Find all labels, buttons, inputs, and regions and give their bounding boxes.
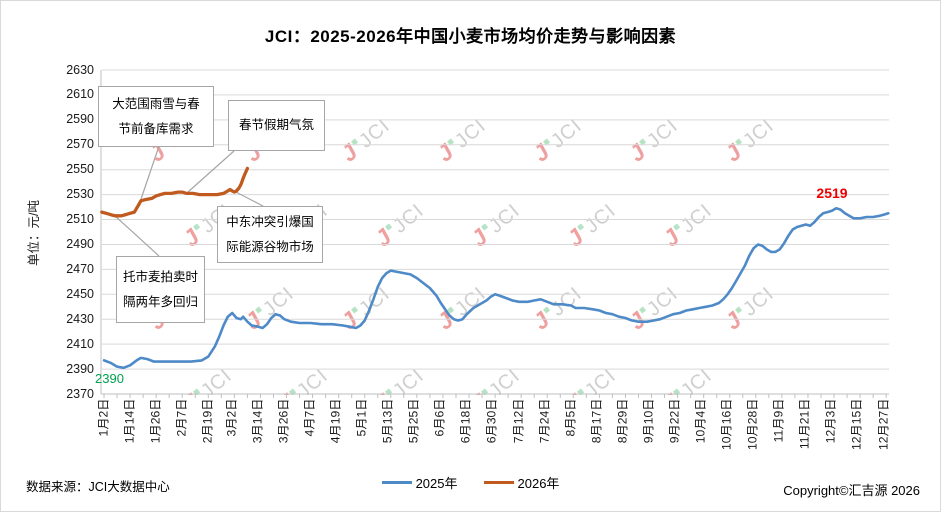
x-axis-label: 7月12日 xyxy=(511,398,525,443)
y-axis-label: 2510 xyxy=(66,212,94,226)
x-axis-label: 6月30日 xyxy=(484,398,499,443)
x-axis-label: 9月22日 xyxy=(667,398,682,443)
x-axis-label: 12月27日 xyxy=(876,398,890,450)
y-axis-label: 2430 xyxy=(66,311,94,326)
annotation-mideast-conflict: 中东冲突引爆国 际能源谷物市场 xyxy=(217,206,323,263)
x-axis-label: 6月6日 xyxy=(432,398,447,436)
x-axis-label: 3月14日 xyxy=(250,398,265,443)
x-axis-label: 3月2日 xyxy=(224,398,239,436)
annotation-leader-line xyxy=(187,150,235,193)
chart-title: JCI：2025-2026年中国小麦市场均价走势与影响因素 xyxy=(264,27,677,46)
x-axis-label: 2月7日 xyxy=(174,398,189,436)
y-axis-label: 2630 xyxy=(66,62,94,77)
x-axis-label: 5月1日 xyxy=(354,398,369,436)
x-axis-label: 8月17日 xyxy=(589,398,604,443)
annotation-auction-return: 托市麦拍卖时 隔两年多回归 xyxy=(116,256,205,323)
legend-label-2025: 2025年 xyxy=(415,476,458,491)
annotation-leader-line xyxy=(231,189,264,207)
series-line-2026年 xyxy=(100,166,250,218)
annotation-spring-festival: 春节假期气氛 xyxy=(228,100,325,151)
y-axis-label: 2450 xyxy=(66,286,94,301)
x-axis-label: 8月29日 xyxy=(615,398,630,443)
annotation-snow-stocking: 大范围雨雪与春 节前备库需求 xyxy=(98,86,214,147)
annotation-leader-line xyxy=(113,214,160,257)
x-axis-label: 2月19日 xyxy=(200,398,215,443)
x-axis-label: 11月21日 xyxy=(797,398,812,449)
copyright-text: Copyright©汇吉源 2026 xyxy=(783,483,920,498)
x-axis-label: 10月28日 xyxy=(745,398,760,450)
y-axis-label: 2490 xyxy=(66,237,94,251)
x-axis-label: 1月14日 xyxy=(122,398,137,443)
y-axis-label: 2590 xyxy=(66,112,94,127)
legend-label-2026: 2026年 xyxy=(517,476,560,491)
x-axis-label: 12月3日 xyxy=(823,398,838,443)
y-axis-label: 2570 xyxy=(66,137,94,152)
x-axis-label: 6月18日 xyxy=(458,398,473,443)
y-axis-label: 2470 xyxy=(66,261,94,276)
y-axis-label: 2410 xyxy=(66,336,94,351)
legend-item-2025: 2025年 xyxy=(381,473,458,492)
series-line-2025年 xyxy=(102,207,890,370)
x-axis-label: 8月5日 xyxy=(563,398,578,436)
x-axis-label: 7月24日 xyxy=(537,398,552,443)
x-axis-label: 11月9日 xyxy=(771,398,786,442)
x-axis-label: 10月16日 xyxy=(719,398,734,450)
peak-value-label: 2519 xyxy=(816,185,848,201)
x-axis-label: 1月26日 xyxy=(148,398,163,443)
x-axis-label: 10月4日 xyxy=(693,398,708,443)
data-source-text: 数据来源：JCI大数据中心 xyxy=(26,480,170,494)
low-value-label: 2390 xyxy=(95,371,124,386)
x-axis-label: 1月2日 xyxy=(96,398,110,436)
x-axis-label: 9月10日 xyxy=(641,398,656,443)
y-axis-label: 2550 xyxy=(66,162,94,177)
y-axis-label: 2530 xyxy=(66,187,94,202)
legend-line-2025 xyxy=(381,481,412,484)
x-axis-label: 5月13日 xyxy=(380,398,395,443)
y-axis-label: 2370 xyxy=(66,386,94,401)
legend-item-2026: 2026年 xyxy=(483,473,560,492)
x-axis-label: 4月19日 xyxy=(328,398,343,443)
y-axis-label: 2390 xyxy=(66,361,94,376)
y-axis-label: 2610 xyxy=(66,87,94,102)
legend-line-2026 xyxy=(483,481,514,484)
x-axis-label: 5月25日 xyxy=(406,398,421,443)
chart-legend: 2025年 2026年 xyxy=(1,473,940,492)
x-axis-label: 4月7日 xyxy=(302,398,317,436)
annotation-leader-line xyxy=(138,145,160,206)
x-axis-label: 3月26日 xyxy=(276,398,291,443)
x-axis-label: 12月15日 xyxy=(849,398,864,450)
